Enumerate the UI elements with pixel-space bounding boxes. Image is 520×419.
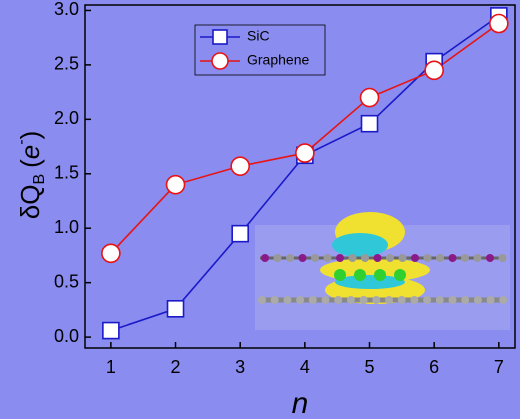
y-tick-label: 1.5 bbox=[54, 163, 79, 183]
atom bbox=[348, 254, 357, 262]
atom bbox=[423, 254, 432, 262]
atom bbox=[473, 296, 482, 304]
atom bbox=[323, 254, 332, 262]
atom bbox=[283, 296, 292, 304]
atom bbox=[448, 254, 457, 262]
atom bbox=[436, 254, 444, 262]
atom bbox=[298, 254, 307, 262]
data-point bbox=[424, 60, 444, 81]
data-point bbox=[165, 174, 186, 195]
inset-atoms bbox=[258, 254, 508, 304]
atom bbox=[398, 254, 407, 262]
y-tick-label: 0.5 bbox=[54, 271, 79, 291]
y-label-part: e bbox=[15, 145, 45, 159]
atom bbox=[486, 296, 495, 304]
y-tick-label: 0.0 bbox=[54, 326, 79, 346]
atom bbox=[321, 296, 330, 304]
atom bbox=[411, 254, 419, 262]
atom bbox=[372, 296, 381, 304]
atom bbox=[448, 296, 457, 304]
atom bbox=[334, 296, 343, 304]
atom bbox=[498, 254, 507, 262]
atom bbox=[461, 254, 469, 262]
atom bbox=[359, 296, 368, 304]
data-point bbox=[360, 114, 379, 133]
atom bbox=[461, 296, 470, 304]
atom bbox=[385, 296, 393, 304]
legend-marker bbox=[211, 52, 229, 70]
x-tick-label: 6 bbox=[429, 357, 439, 377]
atom bbox=[336, 254, 344, 262]
x-tick-label: 7 bbox=[494, 357, 504, 377]
atom bbox=[397, 296, 406, 304]
x-tick-label: 5 bbox=[365, 357, 375, 377]
x-tick-label: 1 bbox=[106, 357, 116, 377]
x-tick-label: 4 bbox=[300, 357, 310, 377]
atom bbox=[334, 269, 346, 281]
y-tick-label: 1.0 bbox=[54, 217, 79, 237]
data-point bbox=[101, 243, 121, 264]
data-point bbox=[231, 224, 249, 243]
y-label-part: - bbox=[13, 139, 30, 144]
atom bbox=[308, 296, 317, 304]
data-point bbox=[102, 321, 120, 340]
x-tick-label: 2 bbox=[171, 357, 181, 377]
atom bbox=[410, 296, 419, 304]
x-axis-label: n bbox=[292, 387, 309, 419]
atom bbox=[394, 269, 406, 281]
data-point bbox=[166, 299, 185, 318]
y-label-part: δQ bbox=[15, 185, 45, 220]
x-tick-label: 3 bbox=[235, 357, 245, 377]
atom bbox=[473, 254, 482, 262]
atom bbox=[386, 254, 394, 262]
y-label-part: ) bbox=[15, 131, 45, 140]
atom bbox=[261, 254, 269, 262]
inset-structure bbox=[255, 212, 510, 330]
data-point bbox=[230, 156, 250, 176]
data-point bbox=[295, 143, 315, 163]
atom bbox=[435, 296, 444, 304]
y-axis-label: δQB (e-) bbox=[13, 131, 48, 220]
atom bbox=[486, 254, 494, 262]
plot-frame bbox=[84, 4, 516, 349]
legend-label: Graphene bbox=[247, 52, 309, 68]
atom bbox=[373, 254, 382, 262]
atom bbox=[346, 296, 355, 304]
atom bbox=[311, 254, 319, 262]
y-tick-label: 2.5 bbox=[54, 54, 79, 74]
inset-blob bbox=[332, 233, 388, 257]
y-label-part: ( bbox=[15, 159, 45, 168]
atom bbox=[286, 254, 294, 262]
atom bbox=[354, 269, 366, 281]
atom bbox=[423, 296, 432, 304]
y-tick-label: 3.0 bbox=[54, 0, 79, 19]
atom bbox=[296, 296, 305, 304]
atom bbox=[499, 296, 508, 304]
atom bbox=[270, 296, 279, 304]
y-tick-label: 2.0 bbox=[54, 108, 79, 128]
legend-marker bbox=[212, 29, 228, 45]
data-point bbox=[359, 87, 380, 108]
inset-blob bbox=[335, 275, 405, 289]
legend-label: SiC bbox=[247, 28, 270, 44]
atom bbox=[361, 254, 369, 262]
atom bbox=[258, 296, 266, 304]
y-label-part: B bbox=[31, 174, 48, 185]
atom bbox=[273, 254, 282, 262]
data-point bbox=[489, 13, 509, 34]
atom bbox=[374, 269, 386, 281]
